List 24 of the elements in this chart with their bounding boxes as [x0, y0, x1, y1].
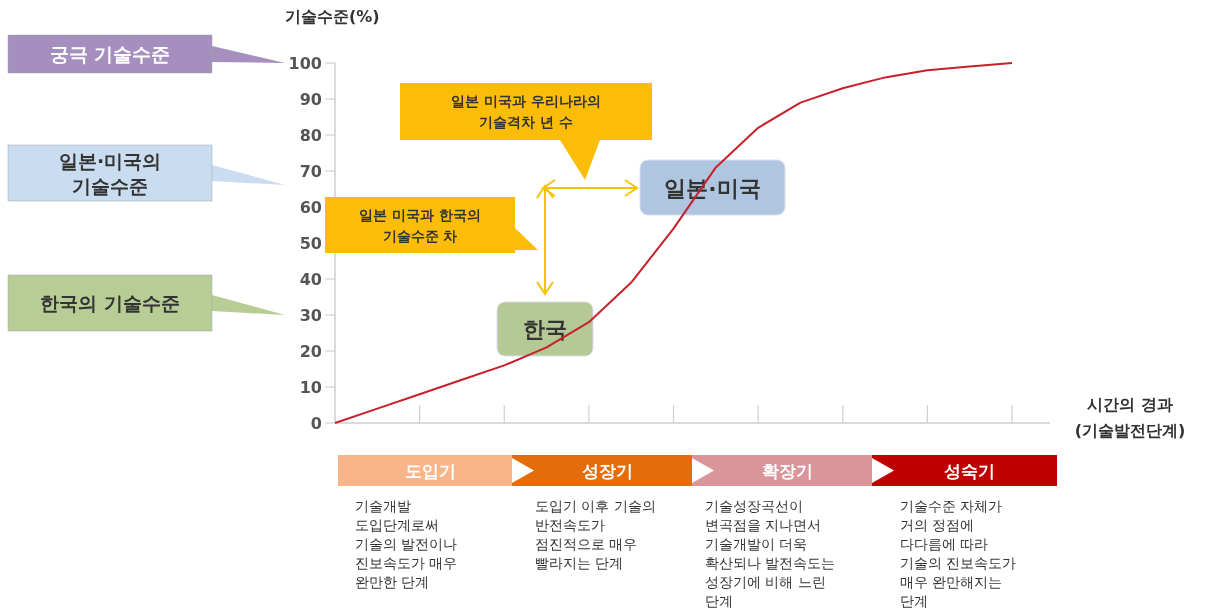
text: 기술개발 도입단계로써 기술의 발전이나 진보속도가 매우 완만한 단계: [355, 498, 458, 590]
annotation: 한국: [523, 317, 567, 342]
y-tick-label: 40: [299, 270, 322, 289]
y-tick-label: 10: [299, 378, 322, 397]
text: 확장기: [761, 461, 813, 481]
y-tick-label: 90: [299, 90, 322, 109]
text: 성장기: [581, 461, 633, 481]
y-tick-label: 100: [288, 54, 322, 73]
text: 도입기: [404, 461, 456, 481]
y-tick-label: 20: [299, 342, 322, 361]
x-axis-title: 시간의 경과 (기술발전단계): [1074, 395, 1186, 440]
annotation: 일본 미국과 우리나라의 기술격차 년 수: [451, 93, 601, 130]
annotation: 일본 미국과 한국의 기술수준 차: [359, 206, 481, 244]
y-tick-label: 30: [299, 306, 322, 325]
text: 기술성장곡선이 변곡점을 지나면서 기술개발이 더욱 확산되나 발전속도는 성장기에 비해 느린 단계: [705, 498, 836, 609]
y-tick-label: 80: [299, 126, 322, 145]
y-tick-label: 70: [299, 162, 322, 181]
text: 성숙기: [944, 461, 995, 481]
text: 도입기 이후 기술의 반전속도가 점진적으로 매우 빨라지는 단계: [535, 498, 656, 571]
y-tick-label: 60: [299, 198, 322, 217]
text: 기술수준 자체가 거의 정점에 다다름에 따라 기술의 진보속도가 매우 완만해지는 단계: [900, 498, 1017, 609]
y-tick-label: 50: [299, 234, 322, 253]
y-tick-label: 0: [310, 414, 322, 433]
y-axis-title: 기술수준(%): [285, 7, 380, 26]
